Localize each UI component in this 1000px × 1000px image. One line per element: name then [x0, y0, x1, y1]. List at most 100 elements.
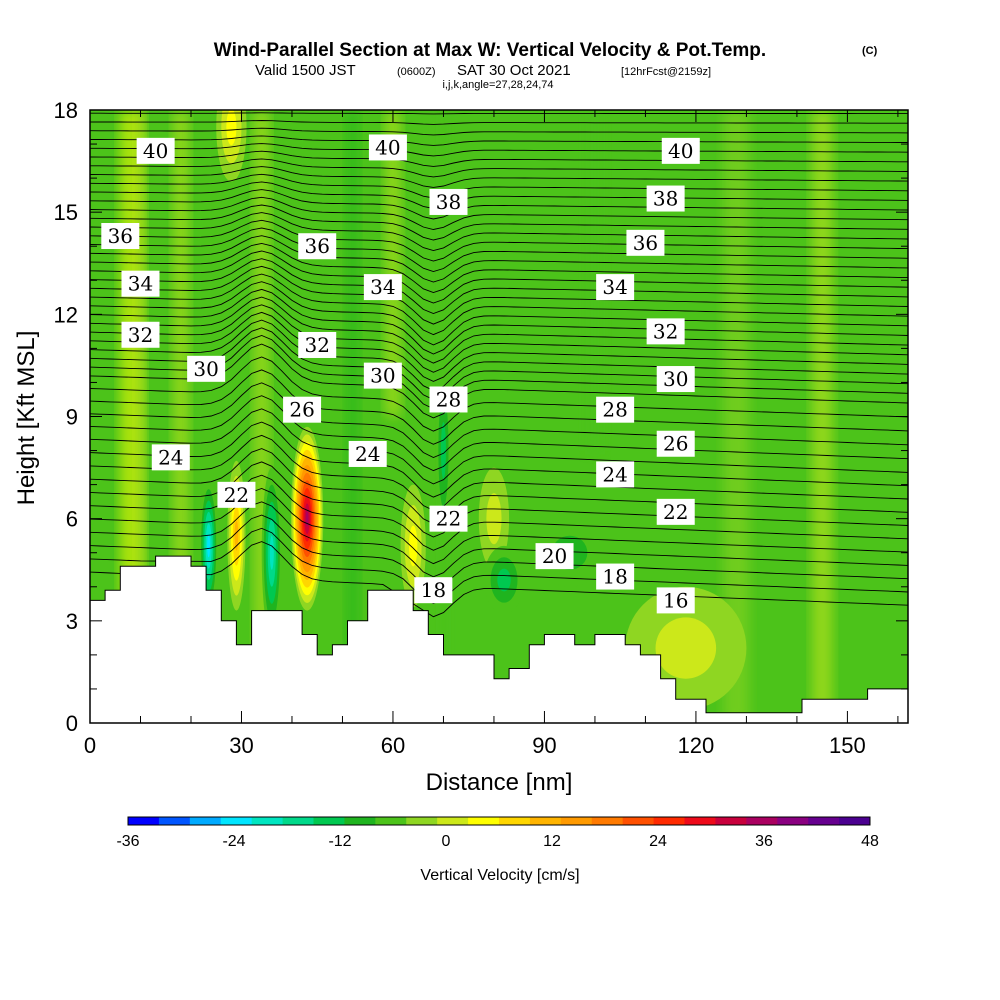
colorbar-swatch — [653, 817, 685, 825]
theta-label: 34 — [121, 270, 160, 297]
theta-label: 38 — [429, 188, 468, 215]
theta-label-box — [298, 233, 337, 260]
theta-label: 38 — [646, 185, 685, 212]
theta-label-text: 28 — [602, 398, 627, 422]
theta-label: 18 — [596, 563, 635, 590]
velocity-level — [234, 520, 239, 551]
colorbar-swatch — [128, 817, 160, 825]
x-axis-label: Distance [nm] — [426, 769, 573, 796]
theta-label-text: 22 — [663, 500, 688, 524]
theta-label: 20 — [535, 543, 574, 570]
colorbar-swatch — [251, 817, 284, 825]
theta-contour-line — [90, 112, 908, 115]
x-axis: 0 30 60 90 120 150 — [84, 110, 899, 758]
theta-contour-line — [90, 335, 908, 410]
theta-label-box — [656, 430, 695, 457]
velocity-band-7 — [812, 110, 833, 723]
x-tick-label: 60 — [381, 733, 405, 758]
theta-contour-line — [90, 501, 908, 578]
theta-label: 24 — [348, 440, 387, 467]
theta-label-text: 16 — [663, 588, 688, 612]
theta-label: 26 — [656, 430, 695, 457]
theta-contour-line — [90, 166, 908, 188]
theta-contour-line — [90, 227, 908, 272]
theta-label-text: 18 — [421, 578, 446, 602]
theta-contour-line — [90, 281, 908, 346]
theta-contour-line — [90, 527, 908, 604]
theta-contour-line — [90, 541, 908, 618]
theta-label-box — [298, 331, 337, 358]
theta-label-box — [596, 274, 635, 301]
colorbar-tick-label: -24 — [222, 833, 245, 850]
theta-label-text: 32 — [304, 333, 329, 357]
theta-label: 28 — [596, 396, 635, 423]
theta-contour-line — [90, 135, 908, 146]
theta-contour-line — [90, 296, 908, 364]
theta-label: 30 — [656, 366, 695, 393]
velocity-cell-0 — [290, 426, 324, 611]
colorbar-swatch — [282, 817, 314, 825]
theta-label: 26 — [283, 396, 322, 423]
colorbar-tick-label: -12 — [328, 833, 351, 850]
theta-contour-line — [90, 235, 908, 283]
theta-label-box — [101, 223, 140, 250]
theta-contour-line — [90, 181, 908, 209]
theta-label-box — [656, 498, 695, 525]
theta-label-text: 34 — [602, 275, 627, 299]
theta-contour-line — [90, 258, 908, 314]
y-axis-label: Height [Kft MSL] — [13, 331, 40, 506]
theta-contour-line — [90, 382, 908, 458]
colorbar-swatch — [684, 817, 716, 825]
colorbar-swatch — [499, 817, 531, 825]
colorbar-swatch — [529, 817, 562, 825]
colorbar-swatch — [344, 817, 376, 825]
theta-label-text: 38 — [653, 187, 678, 211]
theta-label: 24 — [596, 461, 635, 488]
valid-prefix: Valid 1500 JST — [255, 62, 356, 79]
colorbar-tick-label: -36 — [116, 833, 139, 850]
y-tick-label: 18 — [54, 98, 78, 123]
theta-label-box — [596, 396, 635, 423]
theta-contour-line — [90, 242, 908, 293]
colorbar-swatch — [715, 817, 747, 825]
theta-label: 22 — [217, 481, 256, 508]
theta-label-text: 26 — [289, 398, 314, 422]
theta-label-text: 32 — [128, 323, 153, 347]
theta-label-box — [414, 577, 453, 604]
theta-contour-line — [90, 196, 908, 230]
theta-label-text: 38 — [436, 190, 461, 214]
theta-label-box — [121, 270, 160, 297]
x-tick-label: 30 — [229, 733, 253, 758]
theta-label-text: 18 — [602, 565, 627, 589]
colorbar-swatch — [406, 817, 438, 825]
theta-label-box — [429, 386, 468, 413]
colorbar: -36 -24 -12 0 12 24 36 48 — [116, 816, 879, 850]
colorbar-swatch — [746, 817, 778, 825]
theta-label-text: 26 — [663, 432, 688, 456]
theta-label-text: 36 — [304, 234, 329, 258]
velocity-level — [305, 511, 309, 527]
theta-label-box — [429, 505, 468, 532]
theta-label-box — [363, 274, 402, 301]
colorbar-tick-label: 48 — [861, 833, 879, 850]
theta-label-box — [646, 318, 685, 345]
theta-label-box — [283, 396, 322, 423]
theta-contour-line — [90, 408, 908, 485]
colorbar-frame — [127, 816, 871, 826]
theta-contour-line — [90, 343, 908, 419]
theta-label: 30 — [363, 362, 402, 389]
velocity-level — [226, 110, 237, 146]
copyright-mark: (C) — [862, 45, 878, 57]
theta-label-box — [661, 137, 700, 164]
theta-label: 16 — [656, 587, 695, 614]
theta-label-box — [121, 321, 160, 348]
theta-label-text: 24 — [158, 445, 183, 469]
theta-label: 32 — [121, 321, 160, 348]
theta-contour-line — [90, 204, 908, 241]
theta-label-text: 34 — [128, 272, 153, 296]
theta-label-text: 24 — [355, 442, 380, 466]
colorbar-label: Vertical Velocity [cm/s] — [420, 867, 579, 884]
velocity-level — [207, 534, 211, 558]
colorbar-swatch — [591, 817, 624, 825]
